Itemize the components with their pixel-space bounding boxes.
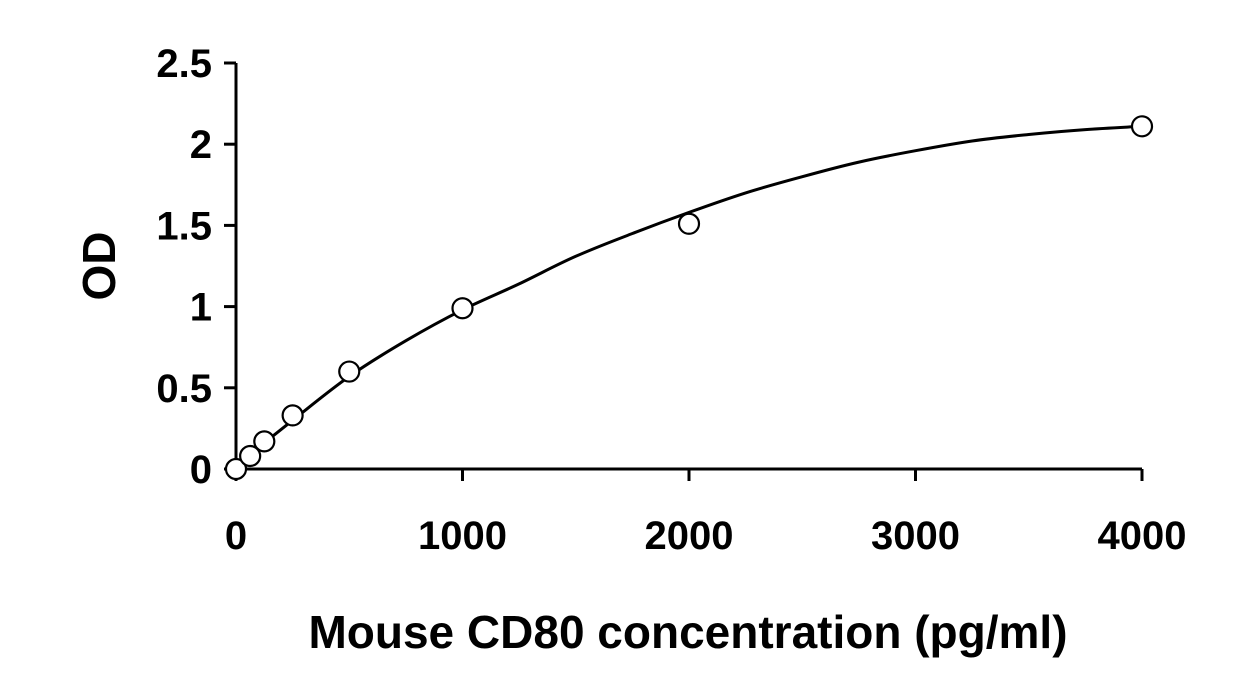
data-point <box>224 457 248 481</box>
x-tick-label: 2000 <box>645 514 734 558</box>
data-point <box>281 404 304 427</box>
y-tick-label: 2.5 <box>156 42 212 86</box>
data-point <box>239 444 262 468</box>
y-tick-label: 1 <box>190 286 212 330</box>
y-tick-label: 1.5 <box>156 204 212 248</box>
x-tick-label: 0 <box>225 514 247 558</box>
y-tick-label: 2 <box>190 123 212 167</box>
x-tick-label: 3000 <box>871 514 960 558</box>
y-axis-title: OD <box>73 232 125 301</box>
y-tick-label: 0 <box>190 448 212 492</box>
y-tick-label: 0.5 <box>156 367 212 411</box>
x-axis-title: Mouse CD80 concentration (pg/ml) <box>308 606 1067 658</box>
fit-curve <box>235 124 1143 467</box>
x-tick-label: 4000 <box>1098 514 1187 558</box>
data-point <box>677 212 701 235</box>
y-ticks <box>224 61 236 471</box>
data-point <box>1130 115 1154 138</box>
data-points <box>224 115 1154 481</box>
plot-area: 0 0.5 1 1.5 2 2.5 0 1000 2000 3000 4000 <box>156 42 1186 558</box>
y-tick-labels: 0 0.5 1 1.5 2 2.5 <box>156 42 212 492</box>
data-point <box>253 430 276 453</box>
data-point <box>451 297 474 320</box>
x-tick-labels: 0 1000 2000 3000 4000 <box>225 514 1187 558</box>
x-ticks <box>234 469 1144 481</box>
x-tick-label: 1000 <box>418 514 507 558</box>
data-point <box>338 360 361 383</box>
